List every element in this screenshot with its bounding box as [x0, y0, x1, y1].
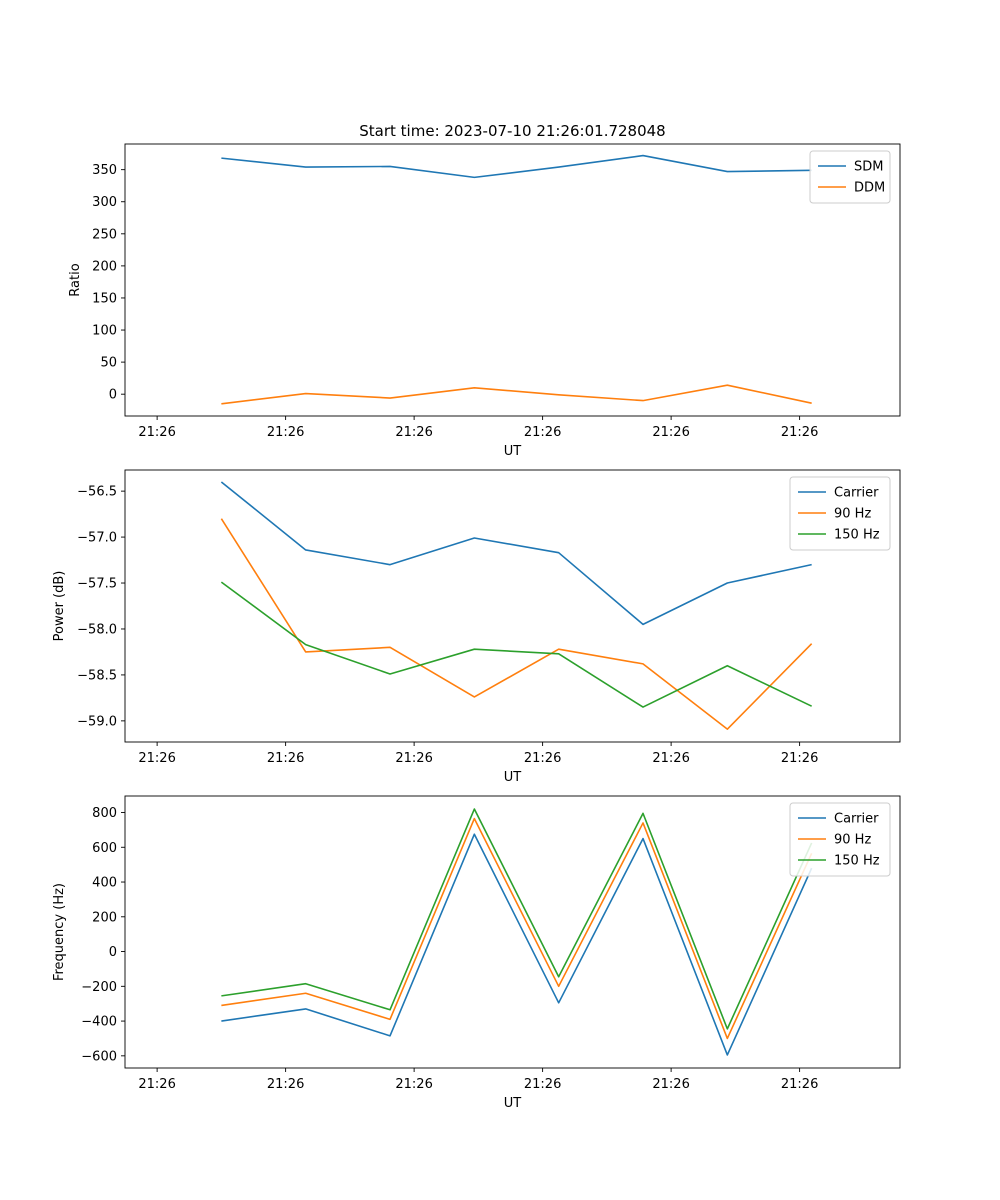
x-tick-label: 21:26 — [395, 751, 432, 766]
y-tick-label: −200 — [81, 980, 117, 995]
y-tick-label: 200 — [92, 259, 117, 274]
x-tick-label: 21:26 — [395, 1077, 432, 1092]
x-tick-label: 21:26 — [652, 751, 689, 766]
series-lines — [221, 154, 812, 405]
x-axis-label: UT — [504, 444, 522, 459]
series-line-150-hz — [221, 808, 813, 1030]
legend: SDM DDM — [809, 150, 891, 204]
y-axis-label: Frequency (Hz) — [52, 883, 67, 981]
y-tick-label: 200 — [92, 910, 117, 925]
legend-label: SDM — [854, 160, 883, 175]
y-tick-label: −400 — [81, 1015, 117, 1030]
y-axis-label: Ratio — [68, 263, 83, 296]
y-tick-label: 100 — [92, 324, 117, 339]
series-line-ddm — [221, 384, 812, 405]
legend-box — [809, 150, 891, 204]
x-tick-label: 21:26 — [395, 425, 432, 440]
x-tick-label: 21:26 — [524, 751, 561, 766]
legend-label: DDM — [854, 181, 885, 196]
x-tick-label: 21:26 — [138, 1077, 175, 1092]
legend-label: 90 Hz — [834, 507, 871, 522]
legend-label: Carrier — [834, 486, 879, 501]
y-tick-label: −58.0 — [77, 622, 117, 637]
axes-frame — [124, 143, 901, 417]
y-tick-label: 600 — [92, 841, 117, 856]
series-line-carrier — [221, 833, 813, 1056]
x-tick-label: 21:26 — [781, 1077, 818, 1092]
y-tick-label: −57.5 — [77, 577, 117, 592]
x-axis-label: UT — [504, 1096, 522, 1111]
series-line-sdm — [221, 154, 812, 179]
y-axis-label: Power (dB) — [52, 571, 67, 642]
y-tick-label: −59.0 — [77, 714, 117, 729]
x-tick-label: 21:26 — [781, 425, 818, 440]
x-tick-label: 21:26 — [138, 751, 175, 766]
legend-label: 150 Hz — [834, 528, 880, 543]
x-tick-label: 21:26 — [138, 425, 175, 440]
x-tick-label: 21:26 — [524, 425, 561, 440]
x-tick-label: 21:26 — [267, 425, 304, 440]
x-tick-label: 21:26 — [781, 751, 818, 766]
subplots: Start time: 2023-07-10 21:26:01.728048 21… — [52, 122, 901, 1111]
y-tick-label: −600 — [81, 1049, 117, 1064]
subplot-3: 21:26 21:26 21:26 21:26 21:26 21:26 −600 −400 −2… — [52, 795, 901, 1111]
chart-title: Start time: 2023-07-10 21:26:01.728048 — [359, 122, 665, 140]
legend-label: Carrier — [834, 812, 879, 827]
series-line-90-hz — [221, 817, 813, 1040]
legend-box — [789, 476, 891, 551]
x-axis-label: UT — [504, 770, 522, 785]
y-tick-label: −57.0 — [77, 531, 117, 546]
legend-label: 150 Hz — [834, 854, 880, 869]
legend: Carrier 90 Hz 150 Hz — [789, 802, 891, 877]
subplot-1: Start time: 2023-07-10 21:26:01.728048 21… — [68, 122, 901, 459]
series-line-90-hz — [220, 518, 813, 730]
y-tick-label: 50 — [100, 356, 117, 371]
x-tick-label: 21:26 — [267, 751, 304, 766]
series-lines — [221, 808, 813, 1056]
x-tick-label: 21:26 — [652, 425, 689, 440]
y-tick-label: 300 — [92, 195, 117, 210]
y-tick-label: 800 — [92, 806, 117, 821]
x-tick-label: 21:26 — [267, 1077, 304, 1092]
axes-frame — [124, 469, 901, 743]
subplot-2: 21:26 21:26 21:26 21:26 21:26 21:26 −59.0 −58.5… — [52, 469, 901, 785]
y-tick-label: −56.5 — [77, 485, 117, 500]
legend: Carrier 90 Hz 150 Hz — [789, 476, 891, 551]
y-tick-label: 0 — [109, 388, 117, 403]
y-tick-label: 400 — [92, 876, 117, 891]
legend-box — [789, 802, 891, 877]
series-line-carrier — [220, 481, 812, 626]
legend-label: 90 Hz — [834, 833, 871, 848]
y-tick-label: 350 — [92, 163, 117, 178]
axes-frame — [124, 795, 901, 1069]
x-tick-label: 21:26 — [652, 1077, 689, 1092]
series-lines — [220, 481, 813, 730]
y-tick-label: 250 — [92, 227, 117, 242]
x-tick-label: 21:26 — [524, 1077, 561, 1092]
y-tick-label: 0 — [109, 945, 117, 960]
y-tick-label: 150 — [92, 291, 117, 306]
y-tick-label: −58.5 — [77, 668, 117, 683]
series-line-150-hz — [220, 581, 813, 708]
